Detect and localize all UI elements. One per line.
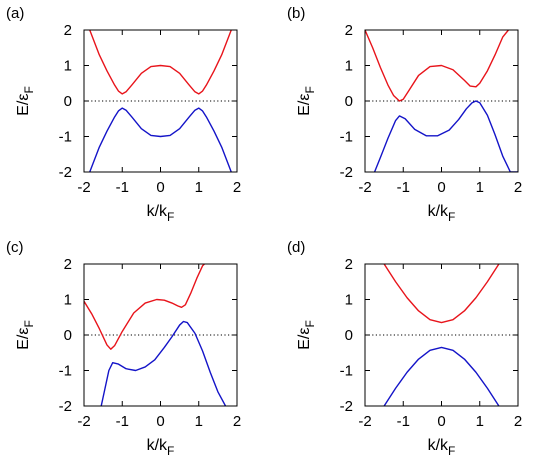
x-axis-label-main: k/k: [428, 203, 449, 220]
upper-band-line: [365, 30, 509, 102]
y-tick-label: -1: [340, 363, 353, 380]
y-tick-label: -2: [59, 398, 72, 415]
x-tick-label: -2: [77, 413, 90, 430]
x-tick-label: 0: [156, 413, 164, 430]
panel-label: (c): [6, 239, 24, 256]
y-axis-label-subscript: F: [22, 86, 36, 93]
x-axis-label: k/kF: [428, 203, 456, 224]
x-tick-label: -1: [116, 413, 129, 430]
x-tick-label: 1: [476, 413, 484, 430]
y-tick-label: 1: [64, 58, 72, 75]
y-tick-label: 1: [345, 58, 353, 75]
y-axis-label-main: E/ε: [296, 94, 313, 116]
y-tick-label: -1: [59, 363, 72, 380]
lower-band-line: [373, 100, 518, 172]
y-axis-label-main: E/ε: [296, 328, 313, 350]
x-axis-label: k/kF: [147, 437, 175, 458]
x-tick-label: -1: [397, 413, 410, 430]
x-tick-label: 2: [514, 413, 522, 430]
y-tick-label: 0: [64, 93, 72, 110]
lower-band-line: [89, 107, 232, 172]
y-axis-label-main: E/ε: [15, 328, 32, 350]
x-tick-label: 0: [437, 413, 445, 430]
x-axis-label-subscript: F: [167, 444, 174, 458]
x-tick-label: 1: [476, 179, 484, 196]
y-tick-label: 2: [64, 256, 72, 273]
x-tick-label: -2: [77, 179, 90, 196]
y-axis-label-subscript: F: [22, 320, 36, 327]
x-axis-label-subscript: F: [448, 444, 455, 458]
x-axis-label: k/kF: [428, 437, 456, 458]
y-axis-label-subscript: F: [303, 320, 317, 327]
lower-band-line: [383, 346, 500, 406]
x-axis-label-main: k/k: [147, 437, 168, 454]
x-axis-label-subscript: F: [167, 210, 174, 224]
x-tick-label: 0: [156, 179, 164, 196]
y-tick-label: 0: [345, 93, 353, 110]
y-tick-label: -2: [340, 164, 353, 181]
y-tick-label: -1: [59, 129, 72, 146]
x-tick-label: 2: [233, 413, 241, 430]
x-axis-label-main: k/k: [147, 203, 168, 220]
x-tick-label: -1: [397, 179, 410, 196]
x-tick-label: 2: [514, 179, 522, 196]
x-tick-label: -1: [116, 179, 129, 196]
y-axis-label: E/εF: [296, 86, 317, 116]
y-tick-label: 2: [345, 22, 353, 39]
upper-band-line: [383, 264, 500, 324]
y-axis-label-subscript: F: [303, 86, 317, 93]
x-tick-label: -2: [358, 413, 371, 430]
y-tick-label: 0: [345, 327, 353, 344]
y-tick-label: 1: [64, 292, 72, 309]
y-axis-label: E/εF: [15, 86, 36, 116]
y-tick-label: 0: [64, 327, 72, 344]
x-axis-label: k/kF: [147, 203, 175, 224]
lower-band-line: [100, 320, 227, 406]
y-tick-label: -1: [340, 129, 353, 146]
panel-label: (a): [6, 5, 24, 22]
y-tick-label: 2: [64, 22, 72, 39]
upper-band-line: [89, 30, 232, 95]
x-tick-label: 2: [233, 179, 241, 196]
x-tick-label: 0: [437, 179, 445, 196]
y-tick-label: 1: [345, 292, 353, 309]
y-tick-label: 2: [345, 256, 353, 273]
x-tick-label: 1: [195, 413, 203, 430]
y-axis-label: E/εF: [15, 320, 36, 350]
x-tick-label: -2: [358, 179, 371, 196]
y-axis-label-main: E/ε: [15, 94, 32, 116]
y-tick-label: -2: [340, 398, 353, 415]
y-axis-label: E/εF: [296, 320, 317, 350]
panel-label: (d): [287, 239, 305, 256]
panel-label: (b): [287, 5, 305, 22]
upper-band-line: [84, 264, 205, 350]
x-tick-label: 1: [195, 179, 203, 196]
y-tick-label: -2: [59, 164, 72, 181]
x-axis-label-subscript: F: [448, 210, 455, 224]
x-axis-label-main: k/k: [428, 437, 449, 454]
